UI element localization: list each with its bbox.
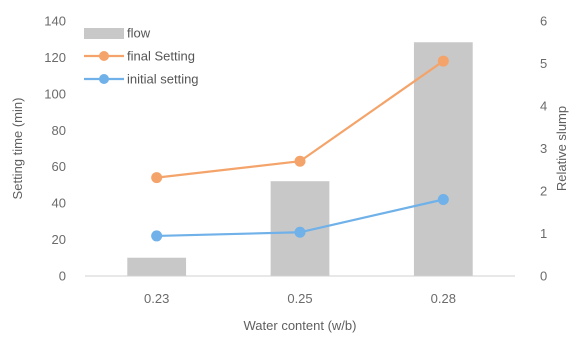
legend: flow final Setting initial setting bbox=[84, 26, 199, 87]
point-initial-setting-0 bbox=[151, 230, 163, 242]
bar-flow-0 bbox=[127, 257, 187, 276]
y-tick-label: 0 bbox=[59, 269, 66, 284]
y-tick-label: 100 bbox=[44, 86, 66, 101]
y2-tick-label: 3 bbox=[540, 141, 547, 156]
point-final-setting-0 bbox=[151, 172, 163, 184]
x-tick-label: 0.25 bbox=[287, 291, 312, 306]
point-final-setting-1 bbox=[294, 155, 306, 167]
point-initial-setting-1 bbox=[294, 226, 306, 238]
y2-tick-label: 5 bbox=[540, 56, 547, 71]
legend-label-final-setting: final Setting bbox=[127, 49, 195, 64]
y2-axis-title: Relative slump bbox=[554, 106, 569, 191]
y-tick-label: 40 bbox=[52, 196, 66, 211]
y-tick-label: 60 bbox=[52, 159, 66, 174]
y-tick-label: 140 bbox=[44, 14, 66, 29]
y-tick-label: 20 bbox=[52, 232, 66, 247]
y2-tick-label: 0 bbox=[540, 269, 547, 284]
legend-swatch-flow bbox=[84, 28, 124, 39]
y2-tick-label: 1 bbox=[540, 226, 547, 241]
x-axis-title: Water content (w/b) bbox=[244, 318, 357, 333]
x-tick-label: 0.28 bbox=[431, 291, 456, 306]
legend-label-flow: flow bbox=[127, 26, 151, 41]
legend-label-initial-setting: initial setting bbox=[127, 72, 199, 87]
y2-tick-label: 2 bbox=[540, 184, 547, 199]
lines-layer bbox=[151, 55, 449, 242]
y2-tick-label: 6 bbox=[540, 14, 547, 29]
y-axis-title: Setting time (min) bbox=[10, 98, 25, 200]
bar-flow-2 bbox=[413, 42, 473, 276]
y-tick-label: 80 bbox=[52, 123, 66, 138]
point-final-setting-2 bbox=[437, 55, 449, 67]
y-tick-label: 120 bbox=[44, 50, 66, 65]
x-tick-label: 0.23 bbox=[144, 291, 169, 306]
y2-tick-label: 4 bbox=[540, 99, 547, 114]
ticks-layer: 0 20 40 60 80 100 120 140 0 1 2 3 4 5 6 0.23 0.25 0.28 bbox=[44, 14, 547, 307]
legend-marker-initial-setting bbox=[99, 74, 109, 84]
legend-marker-final-setting bbox=[99, 51, 109, 61]
point-initial-setting-2 bbox=[437, 194, 449, 205]
